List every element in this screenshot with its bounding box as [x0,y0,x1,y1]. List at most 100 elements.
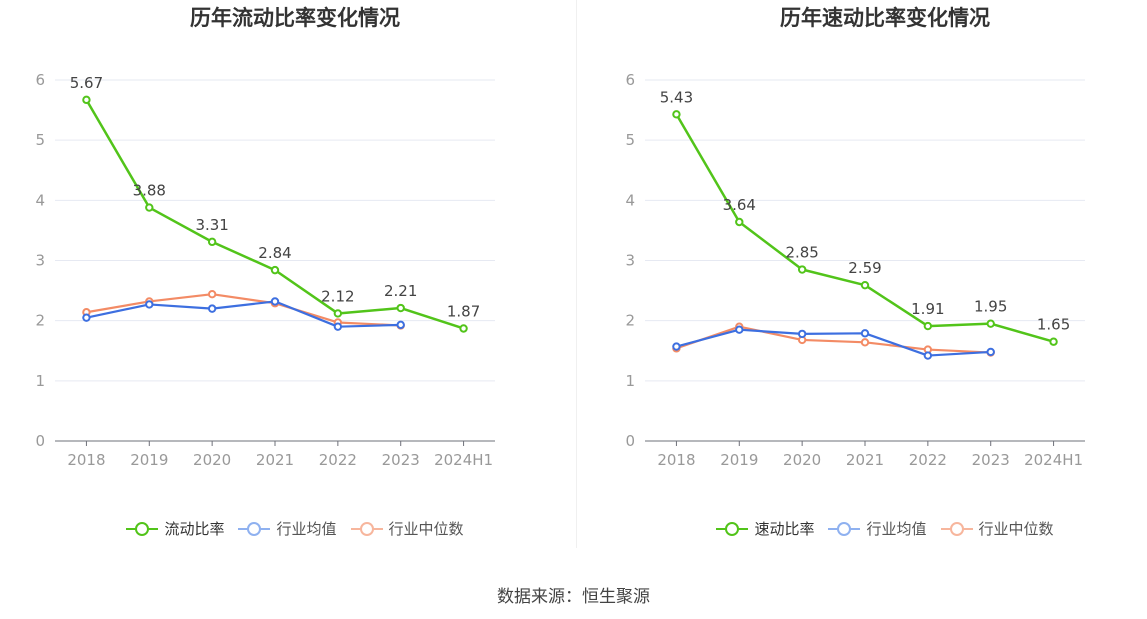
x-tick-label: 2019 [720,451,758,469]
data-point [986,347,995,357]
legend-label: 行业均值 [276,520,337,538]
data-label: 5.67 [70,74,103,92]
data-point [797,329,807,339]
data-point [270,265,280,275]
y-tick-label: 1 [625,372,635,390]
y-tick-label: 2 [625,312,635,330]
legend-item[interactable]: 行业均值 [828,518,927,539]
y-tick-label: 5 [625,131,635,149]
legend-label: 速动比率 [754,520,815,538]
quick-ratio-chart: 历年速动比率变化情况 0 1 2 3 4 5 6 2018 2019 2020 2021 2022 20… [605,0,1147,560]
chart-legend: 流动比率 行业均值 行业中位数 [15,518,575,541]
legend-item[interactable]: 流动比率 [126,518,224,539]
data-label: 1.95 [974,298,1007,316]
series-line [676,325,991,354]
legend-label: 行业均值 [866,520,927,538]
y-tick-label: 6 [35,71,45,89]
chart-title: 历年速动比率变化情况 [780,6,990,30]
series-line [86,300,401,328]
data-point [333,322,343,331]
legend-swatch [126,521,159,537]
data-point [82,95,91,105]
data-point [860,329,870,338]
data-point [735,325,744,334]
x-tick-label: 2022 [909,451,947,469]
y-tick-label: 3 [35,252,45,270]
data-label: 1.65 [1037,316,1070,334]
data-label: 1.91 [911,300,944,318]
y-tick-label: 1 [35,372,45,390]
data-point [860,338,870,347]
data-source: 数据来源：恒生聚源 [497,587,650,607]
y-tick-label: 6 [625,71,635,89]
x-tick-label: 2023 [972,451,1010,469]
x-tick-label: 2024H1 [1024,451,1083,469]
data-label: 5.43 [660,88,693,106]
data-point [333,309,343,318]
data-label: 2.12 [321,287,354,305]
data-point [270,297,280,306]
data-point [145,203,154,212]
legend-item[interactable]: 行业中位数 [940,518,1054,539]
series-line [86,293,401,327]
data-point [459,324,468,333]
x-tick-label: 2020 [193,451,231,469]
data-point [396,303,405,313]
chart-legend: 速动比率 行业均值 行业中位数 [605,518,1147,541]
y-tick-label: 4 [625,191,635,209]
series-line [676,328,991,357]
x-tick-label: 2022 [319,451,357,469]
data-point [797,265,807,274]
data-label: 3.88 [133,182,166,200]
data-point [923,351,933,360]
data-point [1049,337,1058,346]
legend-label: 流动比率 [164,520,225,538]
data-point [986,319,995,328]
y-tick-label: 3 [625,252,635,270]
y-tick-label: 2 [35,312,45,330]
data-point [396,320,405,330]
x-tick-label: 2019 [130,451,168,469]
panel-divider [576,0,577,548]
y-tick-label: 5 [35,131,45,149]
legend-item[interactable]: 行业均值 [238,518,337,539]
x-tick-label: 2018 [67,451,105,469]
x-tick-label: 2020 [783,451,821,469]
legend-label: 行业中位数 [388,520,464,538]
data-label: 2.21 [384,282,417,300]
quick-ratio-plot: 0 1 2 3 4 5 6 2018 2019 2020 2021 2022 2023 2024H1 5.4… [625,71,1085,469]
legend-swatch [350,521,383,537]
legend-swatch [238,521,271,537]
data-point [145,300,154,309]
data-point [207,304,217,313]
data-point [207,237,217,247]
x-tick-label: 2021 [256,451,294,469]
data-point [82,313,91,322]
data-point [672,110,681,119]
data-label: 2.85 [785,244,818,262]
data-point [923,321,933,331]
data-label: 2.84 [258,244,291,262]
legend-label: 行业中位数 [978,520,1054,538]
chart-title: 历年流动比率变化情况 [190,6,400,30]
current-ratio-chart: 历年流动比率变化情况 0 1 2 3 4 5 6 2018 2019 2020 2021 2022 20… [15,0,575,560]
x-tick-label: 2024H1 [434,451,493,469]
legend-swatch [716,521,749,537]
data-point [672,342,681,351]
data-point [207,289,217,299]
legend-item[interactable]: 行业中位数 [350,518,464,539]
legend-item[interactable]: 速动比率 [716,518,814,539]
y-tick-label: 0 [625,432,635,450]
data-label: 1.87 [447,302,480,320]
legend-swatch [828,521,861,537]
data-label: 3.31 [195,216,228,234]
data-label: 3.64 [723,196,756,214]
legend-swatch [940,521,973,537]
current-ratio-plot: 0 1 2 3 4 5 6 2018 2019 2020 2021 2022 2023 2024H1 5.6… [35,71,495,469]
x-tick-label: 2021 [846,451,884,469]
data-label: 2.59 [848,259,881,277]
data-point [860,280,870,290]
y-tick-label: 4 [35,191,45,209]
x-tick-label: 2018 [657,451,695,469]
x-tick-label: 2023 [382,451,420,469]
